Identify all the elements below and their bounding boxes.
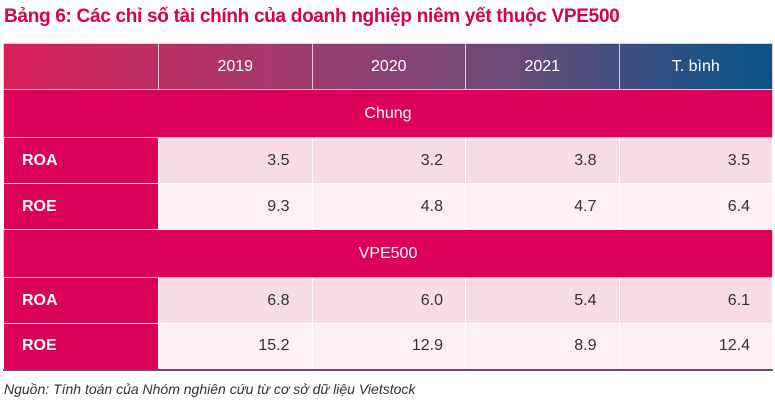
- table-cell: 9.3: [158, 183, 313, 230]
- row-label: ROA: [3, 277, 159, 324]
- table-cell: 15.2: [158, 323, 313, 371]
- column-header: [3, 43, 159, 90]
- table-row: ROE 9.3 4.8 4.7 6.4: [3, 183, 773, 230]
- row-label: ROE: [3, 183, 159, 230]
- column-header: T. bình: [618, 43, 773, 90]
- table-cell: 3.2: [311, 137, 466, 184]
- financial-ratios-table: 2019 2020 2021 T. bình Chung ROA 3.5 3.2 3.8…: [3, 43, 773, 371]
- table-cell: 8.9: [465, 323, 620, 371]
- group-row: Chung: [3, 89, 773, 138]
- table-cell: 3.5: [158, 137, 313, 184]
- table-cell: 4.8: [311, 183, 466, 230]
- group-label: Chung: [3, 89, 773, 138]
- source-note: Nguồn: Tính toán của Nhóm nghiên cứu từ …: [4, 381, 416, 397]
- table-cell: 3.5: [618, 137, 773, 184]
- table-cell: 12.4: [618, 323, 773, 371]
- column-header: 2020: [311, 43, 466, 90]
- column-header: 2019: [158, 43, 313, 90]
- table-cell: 3.8: [465, 137, 620, 184]
- column-header: 2021: [465, 43, 620, 90]
- table-row: ROA 6.8 6.0 5.4 6.1: [3, 277, 773, 324]
- table-title: Bảng 6: Các chỉ số tài chính của doanh n…: [4, 6, 620, 27]
- table-cell: 6.1: [618, 277, 773, 324]
- table-cell: 6.8: [158, 277, 313, 324]
- table-cell: 6.0: [311, 277, 466, 324]
- table-cell: 4.7: [465, 183, 620, 230]
- group-label: VPE500: [3, 229, 773, 278]
- table-row: ROE 15.2 12.9 8.9 12.4: [3, 323, 773, 371]
- table-cell: 12.9: [311, 323, 466, 371]
- row-label: ROE: [3, 323, 159, 371]
- table-cell: 5.4: [465, 277, 620, 324]
- header-row: 2019 2020 2021 T. bình: [3, 43, 773, 90]
- table-cell: 6.4: [618, 183, 773, 230]
- table-row: ROA 3.5 3.2 3.8 3.5: [3, 137, 773, 184]
- group-row: VPE500: [3, 229, 773, 278]
- row-label: ROA: [3, 137, 159, 184]
